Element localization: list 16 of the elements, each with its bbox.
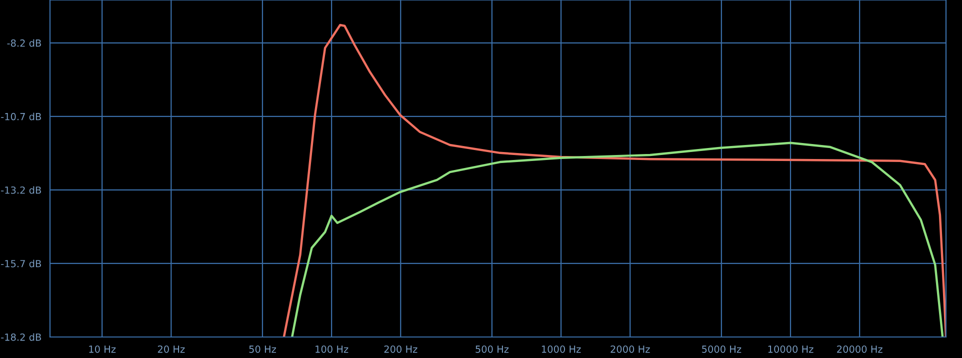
y-tick-label: -10.7 dB [1,112,41,120]
y-tick-label: -18.2 dB [1,333,41,341]
x-tick-label: 1000 Hz [542,346,581,353]
x-tick-label: 5000 Hz [702,346,742,353]
y-tick-label: -8.2 dB [7,39,41,47]
y-tick-label: -15.7 dB [1,260,41,268]
x-tick-label: 10000 Hz [768,346,814,353]
x-tick-label: 500 Hz [476,346,509,353]
y-tick-label: -13.2 dB [1,186,41,194]
x-tick-label: 20 Hz [158,346,185,353]
x-tick-label: 20000 Hz [837,346,882,353]
x-tick-label: 10 Hz [89,346,116,353]
x-tick-label: 2000 Hz [610,346,650,353]
x-tick-label: 50 Hz [249,346,276,353]
x-tick-label: 200 Hz [384,346,418,353]
x-tick-label: 100 Hz [316,346,348,353]
